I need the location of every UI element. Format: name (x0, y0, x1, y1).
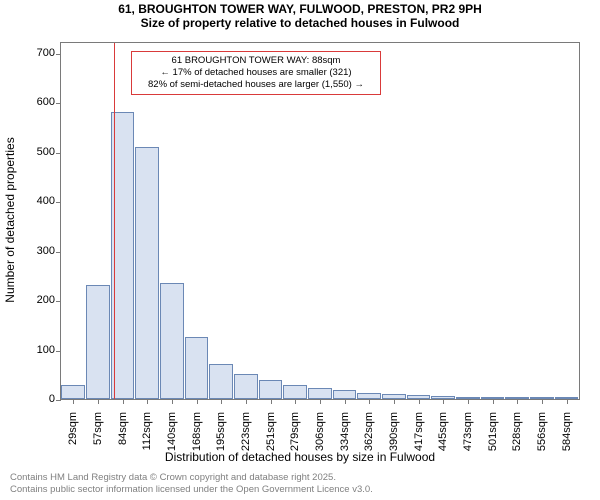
histogram-bar (86, 285, 110, 399)
x-tick-mark (443, 399, 444, 404)
x-tick-mark (542, 399, 543, 404)
x-tick-label: 445sqm (437, 412, 449, 452)
x-tick-label: 168sqm (191, 412, 203, 452)
y-tick-mark (56, 54, 61, 55)
x-tick-label: 473sqm (462, 412, 474, 452)
credit-line-1: Contains HM Land Registry data © Crown c… (10, 472, 336, 484)
x-tick-label: 251sqm (265, 412, 277, 452)
y-tick-label: 100 (15, 344, 55, 356)
x-tick-label: 57sqm (92, 412, 104, 452)
y-tick-mark (56, 400, 61, 401)
y-tick-mark (56, 252, 61, 253)
y-tick-mark (56, 103, 61, 104)
x-tick-label: 223sqm (240, 412, 252, 452)
annotation-line: 82% of semi-detached houses are larger (… (138, 79, 374, 91)
chart-title: 61, BROUGHTON TOWER WAY, FULWOOD, PRESTO… (0, 2, 600, 31)
y-tick-label: 600 (15, 96, 55, 108)
x-tick-mark (98, 399, 99, 404)
histogram-bar (160, 283, 184, 399)
histogram-bar (308, 388, 332, 399)
x-tick-label: 556sqm (536, 412, 548, 452)
x-tick-mark (468, 399, 469, 404)
x-tick-label: 279sqm (289, 412, 301, 452)
x-tick-label: 528sqm (511, 412, 523, 452)
y-tick-mark (56, 153, 61, 154)
y-tick-label: 500 (15, 146, 55, 158)
histogram-bar (209, 364, 233, 399)
x-tick-label: 584sqm (561, 412, 573, 452)
title-line-1: 61, BROUGHTON TOWER WAY, FULWOOD, PRESTO… (0, 2, 600, 16)
y-axis-label: Number of detached properties (3, 137, 17, 302)
x-tick-mark (517, 399, 518, 404)
x-tick-mark (419, 399, 420, 404)
x-tick-label: 112sqm (141, 412, 153, 452)
x-tick-label: 195sqm (215, 412, 227, 452)
x-tick-label: 29sqm (67, 412, 79, 452)
x-tick-label: 84sqm (117, 412, 129, 452)
y-tick-mark (56, 202, 61, 203)
x-tick-mark (246, 399, 247, 404)
x-tick-label: 140sqm (166, 412, 178, 452)
x-tick-mark (493, 399, 494, 404)
x-tick-mark (271, 399, 272, 404)
histogram-bar (135, 147, 159, 399)
x-tick-label: 306sqm (314, 412, 326, 452)
annotation-callout: 61 BROUGHTON TOWER WAY: 88sqm← 17% of de… (131, 51, 381, 95)
plot-area: 61 BROUGHTON TOWER WAY: 88sqm← 17% of de… (60, 42, 580, 400)
figure: 61, BROUGHTON TOWER WAY, FULWOOD, PRESTO… (0, 0, 600, 500)
histogram-bar (283, 385, 307, 399)
x-tick-mark (320, 399, 321, 404)
histogram-bar (333, 390, 357, 399)
y-tick-label: 200 (15, 294, 55, 306)
y-tick-label: 0 (15, 393, 55, 405)
x-tick-mark (147, 399, 148, 404)
x-tick-mark (73, 399, 74, 404)
title-line-2: Size of property relative to detached ho… (0, 16, 600, 30)
y-tick-mark (56, 301, 61, 302)
credit-line-2: Contains public sector information licen… (10, 484, 373, 496)
x-axis-label: Distribution of detached houses by size … (0, 450, 600, 464)
x-tick-label: 417sqm (413, 412, 425, 452)
x-tick-mark (172, 399, 173, 404)
x-tick-label: 501sqm (487, 412, 499, 452)
x-tick-mark (369, 399, 370, 404)
histogram-bar (61, 385, 85, 399)
property-marker-line (114, 43, 115, 399)
annotation-line: 61 BROUGHTON TOWER WAY: 88sqm (138, 55, 374, 67)
x-tick-mark (394, 399, 395, 404)
histogram-bar (259, 380, 283, 399)
annotation-line: ← 17% of detached houses are smaller (32… (138, 67, 374, 79)
y-tick-label: 400 (15, 195, 55, 207)
x-tick-mark (295, 399, 296, 404)
x-tick-mark (123, 399, 124, 404)
histogram-bar (185, 337, 209, 399)
y-tick-mark (56, 351, 61, 352)
x-tick-mark (221, 399, 222, 404)
y-tick-label: 300 (15, 245, 55, 257)
x-tick-mark (567, 399, 568, 404)
x-tick-mark (345, 399, 346, 404)
x-tick-label: 334sqm (339, 412, 351, 452)
x-tick-label: 362sqm (363, 412, 375, 452)
y-tick-label: 700 (15, 47, 55, 59)
x-tick-label: 390sqm (388, 412, 400, 452)
histogram-bar (234, 374, 258, 399)
x-tick-mark (197, 399, 198, 404)
